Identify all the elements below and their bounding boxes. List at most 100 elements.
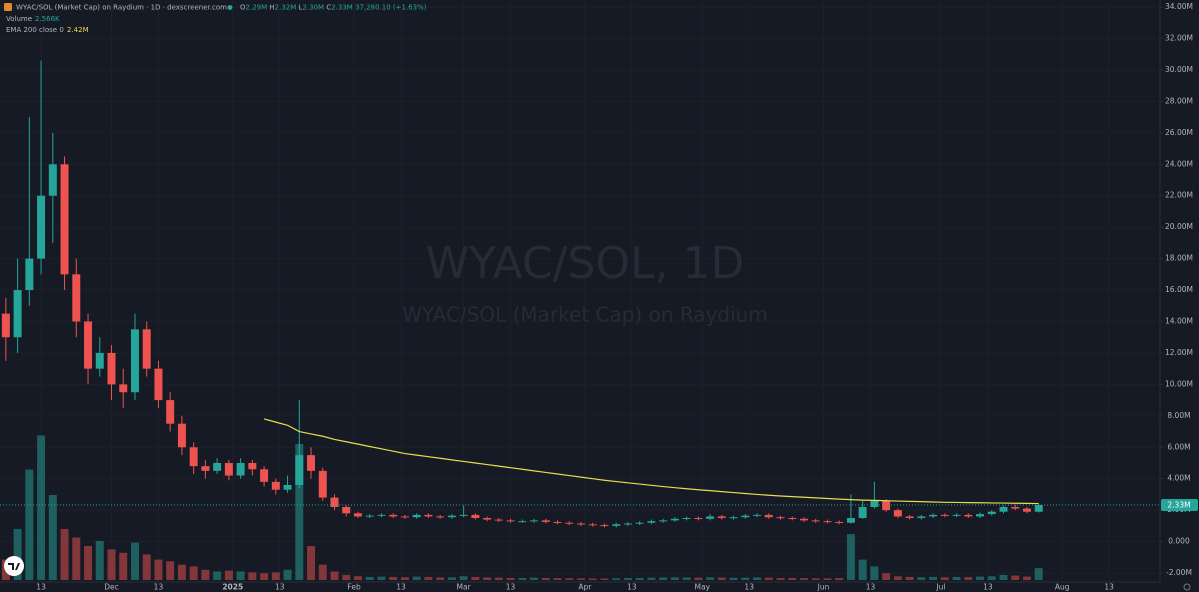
x-tick-label: 13 xyxy=(744,583,754,592)
volume-bar xyxy=(541,577,550,580)
candle-body xyxy=(635,522,644,524)
candle-body xyxy=(1,313,10,338)
volume-bar xyxy=(987,576,996,580)
candle-body xyxy=(483,518,492,520)
volume-bar xyxy=(565,578,574,580)
candle-body xyxy=(530,520,539,522)
x-tick-label: 13 xyxy=(866,583,876,592)
volume-bar xyxy=(776,577,785,580)
volume-bar xyxy=(483,577,492,580)
volume-bar xyxy=(811,578,820,580)
y-tick-label: 18.00M xyxy=(1165,254,1193,263)
watermark: WYAC/SOL, 1D xyxy=(426,238,745,289)
x-tick-label: Aug xyxy=(1055,583,1070,592)
y-tick-label: -2.00M xyxy=(1166,568,1192,577)
candle-body xyxy=(330,497,339,508)
y-tick-label: 24.00M xyxy=(1165,159,1193,168)
y-tick-label: 22.00M xyxy=(1165,191,1193,200)
candle-body xyxy=(271,481,280,490)
volume-bar xyxy=(506,577,515,580)
volume-bar xyxy=(130,542,139,580)
candle-body xyxy=(858,507,867,519)
candle-body xyxy=(576,523,585,525)
volume-bar xyxy=(835,577,844,580)
candle-body xyxy=(717,516,726,519)
candle-body xyxy=(353,513,362,517)
volume-bar xyxy=(623,577,632,580)
volume-bar xyxy=(436,577,445,580)
volume-bar xyxy=(870,566,879,580)
candle-body xyxy=(48,164,57,196)
y-tick-label: 14.00M xyxy=(1165,316,1193,325)
ohlc-label: H xyxy=(269,4,274,12)
volume-bar xyxy=(753,577,762,580)
candle-body xyxy=(541,520,550,522)
candle-body xyxy=(905,516,914,519)
candle-body xyxy=(835,521,844,523)
volume-bar xyxy=(1034,568,1043,580)
volume-bar xyxy=(236,571,245,580)
candle-body xyxy=(471,514,480,519)
volume-bar xyxy=(307,546,316,580)
candle-body xyxy=(248,462,257,470)
candle-body xyxy=(729,517,738,519)
candle-body xyxy=(565,522,574,524)
volume-bar xyxy=(976,576,985,580)
volume-bar xyxy=(964,577,973,580)
volume-bar xyxy=(400,577,409,580)
candle-layer xyxy=(1,60,1043,528)
ohlc-label: C xyxy=(326,4,331,12)
ohlc-value: 2.30M xyxy=(302,4,324,12)
ema-layer xyxy=(0,418,1160,506)
candle-body xyxy=(342,507,351,514)
volume-bar xyxy=(858,559,867,580)
volume-bar xyxy=(893,576,902,580)
candle-body xyxy=(260,469,269,482)
candle-body xyxy=(846,518,855,523)
candle-body xyxy=(764,514,773,518)
y-tick-label: 32.00M xyxy=(1165,34,1193,43)
volume-bar xyxy=(1022,576,1031,580)
candle-body xyxy=(588,524,597,526)
candle-body xyxy=(60,164,69,275)
x-tick-label: Feb xyxy=(347,583,361,592)
volume-legend-value: 2.566K xyxy=(35,15,60,23)
y-tick-label: 10.00M xyxy=(1165,379,1193,388)
volume-bar xyxy=(330,571,339,580)
volume-bar xyxy=(377,576,386,580)
volume-bar xyxy=(952,576,961,580)
volume-bar xyxy=(342,574,351,580)
y-tick-label: 6.00M xyxy=(1167,442,1190,451)
ohlc-change: 37,280.10 (+1.63%) xyxy=(355,4,427,12)
candle-body xyxy=(870,500,879,508)
x-tick-label: 2025 xyxy=(222,583,243,592)
volume-bar xyxy=(518,577,527,580)
candle-body xyxy=(189,447,198,467)
candle-body xyxy=(670,518,679,521)
x-tick-label: Dec xyxy=(104,583,119,592)
volume-bar xyxy=(389,576,398,580)
volume-bar xyxy=(365,576,374,580)
candle-body xyxy=(788,518,797,520)
volume-bar xyxy=(471,576,480,580)
candle-body xyxy=(107,352,116,385)
volume-bar xyxy=(271,572,280,580)
y-axis-panel xyxy=(1160,0,1199,592)
candle-body xyxy=(424,514,433,517)
candle-body xyxy=(553,521,562,523)
ema-legend-value: 2.42M xyxy=(67,26,89,34)
candle-body xyxy=(307,455,316,471)
volume-bar xyxy=(764,577,773,580)
chart-title: WYAC/SOL (Market Cap) on Raydium · 1D · … xyxy=(16,4,227,12)
candle-body xyxy=(882,500,891,511)
status-dot xyxy=(227,5,233,10)
settings-icon[interactable] xyxy=(1183,583,1191,591)
candle-body xyxy=(177,423,186,448)
x-tick-label: Mar xyxy=(457,583,472,592)
y-tick-label: 16.00M xyxy=(1165,285,1193,294)
candle-body xyxy=(518,521,527,523)
volume-bar xyxy=(940,577,949,580)
candle-body xyxy=(694,518,703,520)
